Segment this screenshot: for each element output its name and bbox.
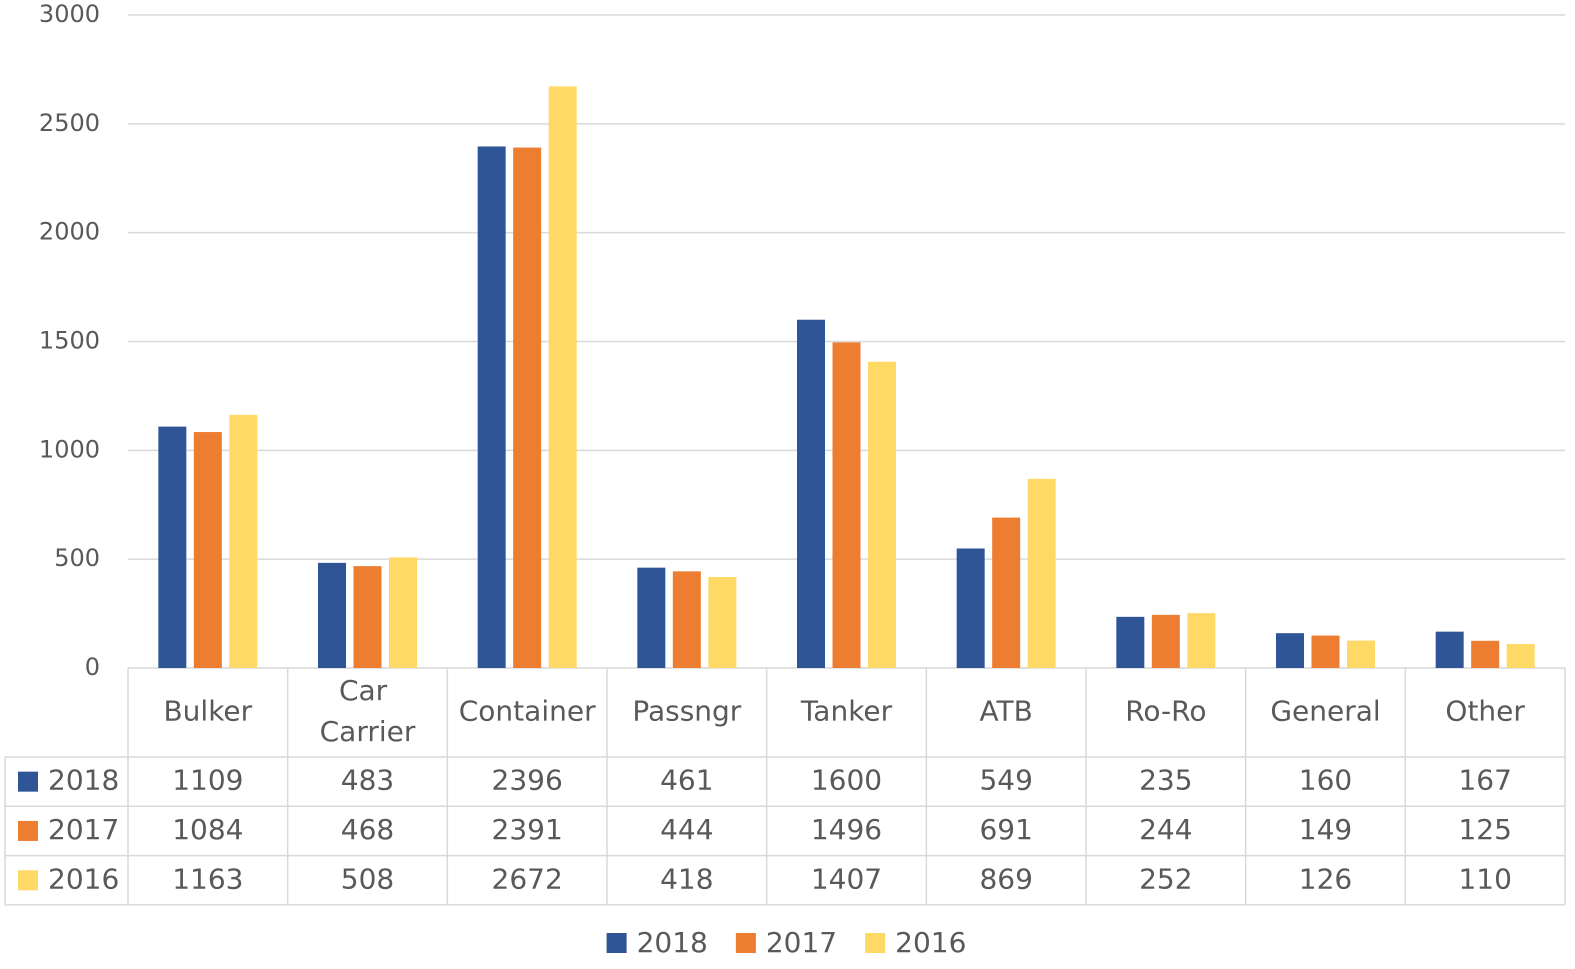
bar [708,577,737,668]
bar [1116,616,1145,668]
table-value: 461 [660,764,713,797]
x-tick-label: General [1270,695,1380,728]
bar [672,571,701,668]
bar [353,566,382,668]
x-tick-label: ATB [980,695,1033,728]
legend-label: 2017 [766,926,837,959]
legend-swatch [18,771,38,792]
legend: 2018 2017 2016 [606,926,966,959]
table-value: 1407 [811,862,882,895]
bar [229,414,258,668]
table-value: 2396 [492,764,563,797]
table-value: 126 [1299,862,1352,895]
legend-swatch [735,933,756,953]
table-value: 418 [660,862,713,895]
x-tick-label: Ro-Ro [1125,695,1206,728]
bar [637,567,666,668]
bar [158,426,187,668]
legend-label: 2018 [637,926,708,959]
table-value: 125 [1458,813,1511,846]
legend-swatch [865,933,886,953]
table-value: 869 [979,862,1032,895]
x-tick-label: Tanker [800,695,893,728]
table-value: 235 [1139,764,1192,797]
bar [1276,633,1304,668]
table-value: 508 [341,862,394,895]
bar [1347,640,1375,668]
bar [193,432,222,668]
table-value: 160 [1299,764,1352,797]
y-tick-label: 3000 [39,0,100,28]
table-value: 149 [1299,813,1352,846]
legend-swatch [18,820,38,841]
bar [1435,631,1464,668]
y-tick-label: 1000 [39,435,100,463]
bar [389,557,417,668]
x-tick-label: Car Carrier [320,674,416,748]
table-value: 691 [979,813,1032,846]
x-tick-label: Passngr [632,695,741,728]
x-tick-label: Bulker [163,695,252,728]
table-value: 1084 [172,813,243,846]
bar [1311,635,1340,668]
table-value: 444 [660,813,713,846]
table-value: 252 [1139,862,1192,895]
legend-label: 2016 [895,926,966,959]
bar [1027,478,1056,668]
table-value: 244 [1139,813,1192,846]
legend-label: 2016 [48,862,119,895]
y-tick-label: 1500 [39,327,100,355]
bar [797,319,825,668]
bar [1187,613,1216,668]
table-value: 549 [979,764,1032,797]
table-value: 1600 [811,764,882,797]
table-value: 2672 [492,862,563,895]
y-tick-label: 0 [85,653,100,681]
table-value: 167 [1458,764,1511,797]
legend-swatch [606,933,627,953]
bar [1471,640,1500,668]
legend-swatch [18,870,38,891]
legend-label: 2018 [48,764,119,797]
table-value: 110 [1458,862,1511,895]
y-tick-label: 2000 [39,218,100,246]
bar [956,548,985,668]
y-tick-label: 500 [54,544,100,572]
x-tick-label: Other [1445,695,1525,728]
x-tick-label: Container [459,695,596,728]
legend-label: 2017 [48,813,119,846]
bar [318,562,346,668]
bar [992,517,1021,668]
table-value: 1109 [172,764,243,797]
table-value: 1496 [811,813,882,846]
bar [513,147,542,668]
bar [1151,614,1180,668]
table-value: 468 [341,813,394,846]
bar [548,86,577,669]
bar [477,146,506,668]
table-value: 1163 [172,862,243,895]
bar [832,342,861,668]
table-value: 483 [341,764,394,797]
bar [1506,644,1535,668]
y-tick-label: 2500 [39,109,100,137]
table-value: 2391 [492,813,563,846]
bar [868,361,896,668]
